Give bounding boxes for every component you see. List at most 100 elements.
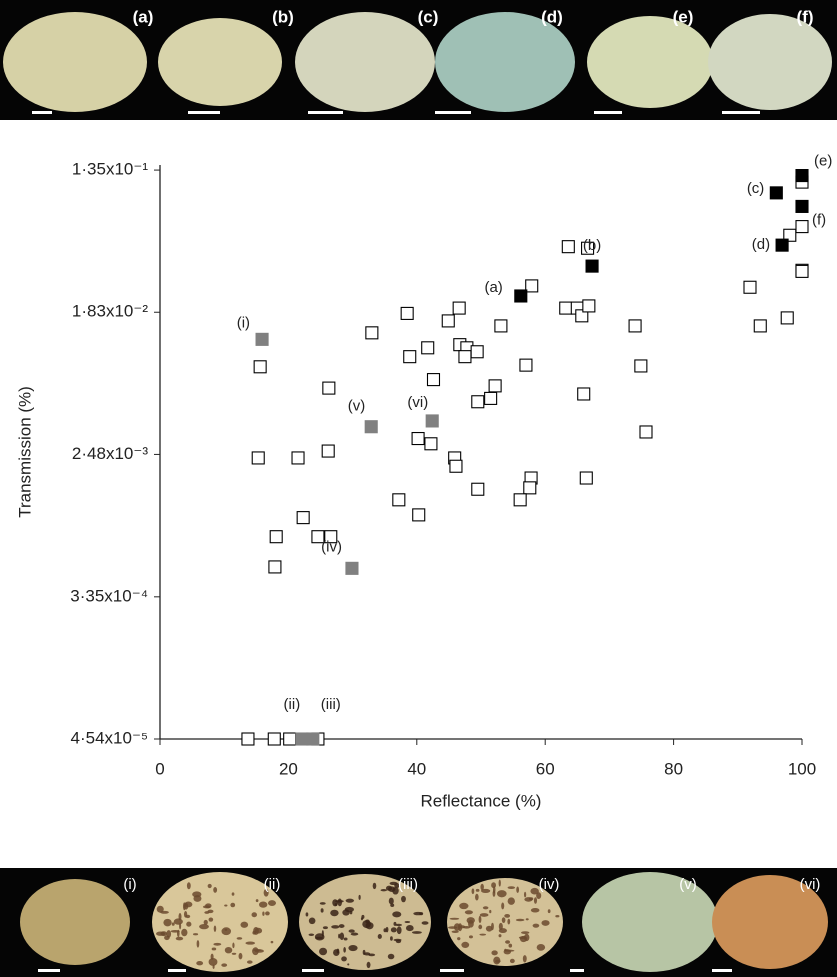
egg-spot <box>492 886 496 894</box>
point <box>795 169 809 183</box>
scale-bar <box>308 111 343 114</box>
egg-spot <box>489 909 492 914</box>
point <box>743 280 757 294</box>
egg-spot <box>204 911 210 914</box>
egg-spot <box>471 888 475 895</box>
scale-bar <box>712 969 732 972</box>
egg-spot <box>166 930 172 938</box>
egg-spot <box>156 931 166 936</box>
egg-spot <box>213 925 217 932</box>
egg-spot <box>395 923 403 927</box>
y-tick-label: 1·83x10⁻² <box>72 302 148 321</box>
egg-spot <box>338 924 345 928</box>
x-axis-title: Reflectance (%) <box>421 791 542 810</box>
point <box>426 373 441 387</box>
egg-spot <box>504 913 511 918</box>
photo-label: (d) <box>541 7 563 26</box>
photo-label: (ii) <box>264 876 281 893</box>
egg-spot <box>253 926 259 935</box>
egg-spot <box>268 900 276 906</box>
x-tick-label: 80 <box>664 759 683 778</box>
scale-bar <box>32 111 52 114</box>
photo-label: (i) <box>123 876 136 893</box>
point <box>494 319 508 333</box>
egg-spot <box>230 902 236 908</box>
photo-label: (vi) <box>800 876 821 893</box>
point <box>267 732 281 746</box>
point <box>628 319 642 333</box>
egg-spot <box>338 933 341 939</box>
x-tick-label: 20 <box>279 759 298 778</box>
point-label: (iii) <box>321 696 341 713</box>
point <box>471 395 485 409</box>
egg-spot <box>461 941 470 949</box>
egg-spot <box>385 926 389 933</box>
egg-spot <box>392 911 402 918</box>
point <box>424 437 438 451</box>
egg-spot <box>480 883 484 891</box>
point <box>291 451 305 465</box>
egg-spot <box>348 944 358 952</box>
egg-spot <box>524 897 533 902</box>
point <box>411 431 425 446</box>
egg-spot <box>358 894 361 900</box>
egg-spot <box>259 901 268 908</box>
egg-spot <box>377 934 382 939</box>
egg-spot <box>498 934 502 938</box>
egg-spot <box>457 937 461 941</box>
point <box>525 279 539 293</box>
egg-spot <box>170 929 180 933</box>
egg <box>3 12 147 112</box>
point <box>471 482 485 496</box>
egg-spot <box>308 933 315 936</box>
point <box>795 264 809 278</box>
egg-spot <box>541 920 550 926</box>
egg-spot <box>380 889 387 892</box>
egg-spot <box>308 917 316 925</box>
egg-photos: (a) (b) (c) (d) (e) (f) (i) (ii) (iii) (iv) (v) (vi… <box>3 7 832 972</box>
egg-spot <box>482 906 489 910</box>
point <box>753 319 767 333</box>
egg-spot <box>404 921 411 924</box>
egg-spot <box>343 937 348 941</box>
point <box>321 444 335 458</box>
photo-label: (c) <box>418 7 439 26</box>
egg-spot <box>366 961 371 969</box>
egg-spot <box>238 952 243 960</box>
egg-spot <box>498 922 503 931</box>
egg-spot <box>348 929 355 933</box>
egg-spot <box>315 936 324 940</box>
egg-spot <box>343 947 346 953</box>
egg-spot <box>498 879 501 887</box>
egg-spot <box>475 893 479 901</box>
egg-spot <box>530 908 540 913</box>
egg-spot <box>341 956 347 962</box>
egg-spot <box>182 902 186 911</box>
egg-spot <box>516 886 520 893</box>
egg-spot <box>394 883 400 889</box>
y-tick-label: 1·35x10⁻¹ <box>72 160 148 179</box>
point <box>581 241 595 255</box>
egg-spot <box>479 933 487 936</box>
egg-spot <box>270 940 274 944</box>
egg-spot <box>211 947 217 951</box>
egg-spot <box>263 888 269 897</box>
point <box>519 358 533 372</box>
point-label: (v) <box>348 398 366 415</box>
egg-spot <box>532 923 540 928</box>
point-label: (a) <box>484 279 502 296</box>
point <box>639 425 653 439</box>
egg-spot <box>522 955 527 963</box>
photo-label: (iii) <box>398 876 418 893</box>
egg-spot <box>339 932 345 941</box>
egg-spot <box>480 888 491 893</box>
point <box>306 732 320 746</box>
egg-spot <box>236 937 243 940</box>
egg-spot <box>212 964 215 969</box>
point <box>296 511 310 525</box>
scale-bar <box>188 111 220 114</box>
egg-spot <box>193 933 199 936</box>
point <box>575 309 589 323</box>
egg-spot <box>365 919 370 924</box>
scale-bar <box>38 969 60 972</box>
